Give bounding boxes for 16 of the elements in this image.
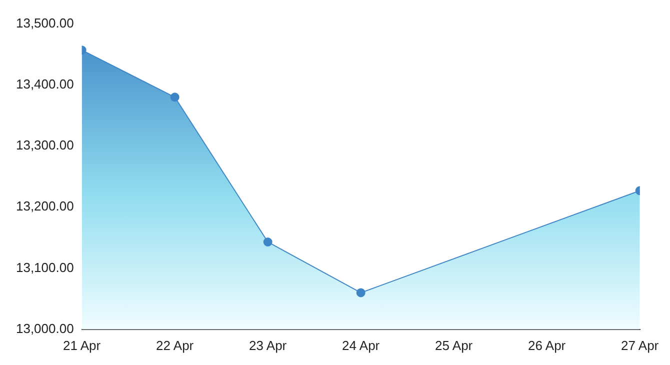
x-tick-label: 25 Apr xyxy=(435,338,474,353)
x-tick-label: 26 Apr xyxy=(528,338,566,353)
x-tick-label: 21 Apr xyxy=(63,338,102,353)
y-tick-label: 13,500.00 xyxy=(16,15,74,30)
y-tick-label: 13,300.00 xyxy=(16,138,74,153)
point xyxy=(170,92,180,102)
x-tick-label: 22 Apr xyxy=(156,338,194,353)
y-tick-label: 13,200.00 xyxy=(16,198,74,214)
point xyxy=(263,238,272,246)
point xyxy=(356,288,366,298)
y-tick-label: 13,100.00 xyxy=(16,260,74,275)
y-tick-label: 13,000.00 xyxy=(16,320,74,336)
x-tick-label: 23 Apr xyxy=(249,338,288,353)
x-tick-label: 24 Apr xyxy=(342,338,380,353)
x-tick-label: 27 Apr xyxy=(621,338,660,353)
y-tick-label: 13,400.00 xyxy=(16,76,74,92)
